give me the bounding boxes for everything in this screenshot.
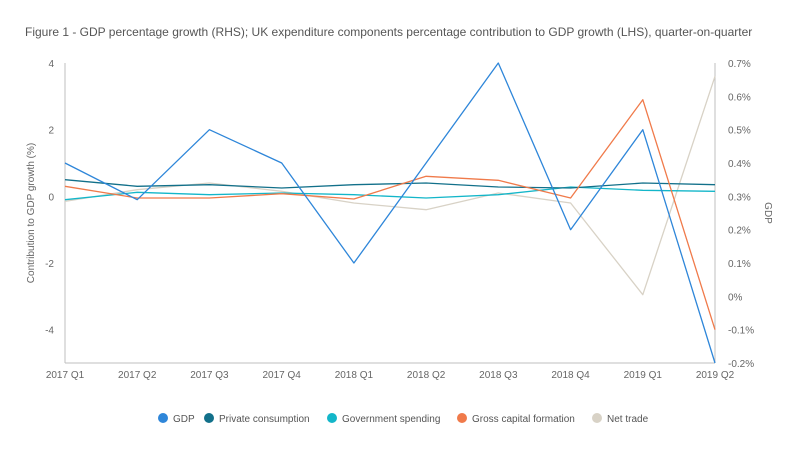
y-right-tick-label: 0.3% <box>728 192 751 203</box>
y-left-tick-label: 2 <box>48 126 54 137</box>
y-left-tick-label: 0 <box>48 192 54 203</box>
series-line-net-trade <box>64 76 716 296</box>
x-tick-label: 2018 Q2 <box>407 370 446 381</box>
x-tick-label: 2019 Q2 <box>696 370 735 381</box>
x-tick-label: 2018 Q1 <box>335 370 374 381</box>
legend-marker <box>457 413 467 423</box>
y-right-tick-label: 0.5% <box>728 126 751 137</box>
y-right-tick-label: 0.6% <box>728 92 751 103</box>
y-right-tick-label: -0.2% <box>728 359 754 370</box>
y-right-axis-title: GDP <box>762 202 773 224</box>
y-left-tick-label: 4 <box>48 59 54 70</box>
legend-marker <box>204 413 214 423</box>
y-left-axis-title: Contribution to GDP growth (%) <box>26 143 37 283</box>
x-tick-label: 2017 Q3 <box>190 370 229 381</box>
y-right-tick-label: -0.1% <box>728 326 754 337</box>
x-tick-label: 2018 Q4 <box>551 370 590 381</box>
legend-marker <box>592 413 602 423</box>
series-line-gross-capital-formation <box>64 99 716 330</box>
x-tick-label: 2017 Q1 <box>46 370 85 381</box>
legend-marker <box>158 413 168 423</box>
y-left-tick-label: -2 <box>45 259 54 270</box>
y-right-tick-label: 0.2% <box>728 226 751 237</box>
x-tick-label: 2017 Q2 <box>118 370 157 381</box>
y-right-tick-label: 0.4% <box>728 159 751 170</box>
legend-label: Gross capital formation <box>472 414 575 425</box>
legend-marker <box>327 413 337 423</box>
x-tick-label: 2019 Q1 <box>624 370 663 381</box>
legend-label: Government spending <box>342 414 440 425</box>
series-line-government-spending <box>64 186 716 201</box>
series-line-gdp <box>64 62 716 364</box>
y-left-tick-label: -4 <box>45 326 54 337</box>
legend-label: Net trade <box>607 414 649 425</box>
y-right-tick-label: 0.7% <box>728 59 751 70</box>
legend-label: GDP <box>173 414 195 425</box>
y-right-tick-label: 0% <box>728 292 743 303</box>
chart-title: Figure 1 - GDP percentage growth (RHS); … <box>25 25 753 39</box>
x-tick-label: 2018 Q3 <box>479 370 518 381</box>
x-tick-label: 2017 Q4 <box>262 370 301 381</box>
series-line-private-consumption <box>64 179 716 189</box>
y-right-tick-label: 0.1% <box>728 259 751 270</box>
legend-label: Private consumption <box>219 414 310 425</box>
